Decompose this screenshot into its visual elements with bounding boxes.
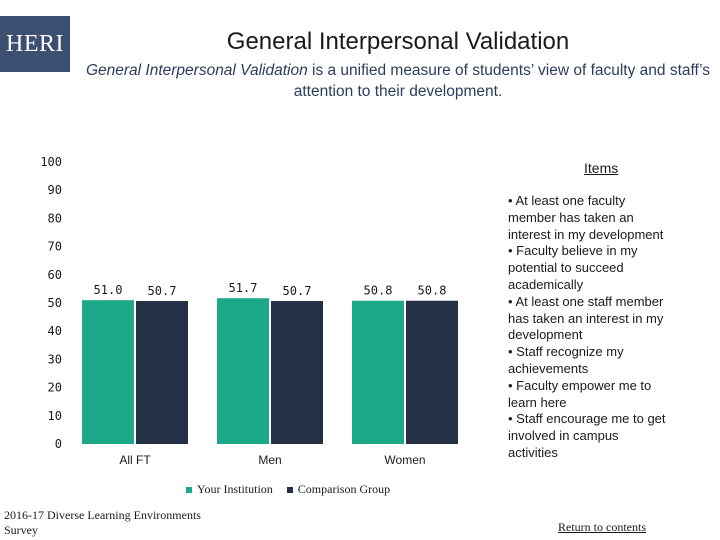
bar-value-label: 50.8 (418, 284, 447, 298)
item-line: interest in my development (508, 226, 664, 242)
page-subtitle: General Interpersonal Validation is a un… (80, 60, 716, 102)
bar-chart: 0 10 20 30 40 50 60 70 80 90 100 51.0 50.7 All FT 51.7… (40, 155, 458, 467)
category-label: Men (258, 453, 281, 467)
items-list: • At least one faculty member has taken a… (508, 193, 703, 462)
bar-value-label: 50.7 (148, 284, 177, 298)
bar-your-institution (217, 298, 269, 444)
y-tick-label: 60 (48, 268, 62, 282)
bar-your-institution (82, 300, 134, 444)
item-line: • Staff recognize my (508, 344, 624, 360)
bar-comparison-group (136, 301, 188, 444)
bar-value-label: 50.7 (283, 284, 312, 298)
bar-comparison-group (271, 301, 323, 444)
source-line-2: Survey (4, 523, 38, 537)
legend-label-comparison-group: Comparison Group (297, 482, 391, 496)
bar-your-institution (352, 300, 404, 444)
subtitle-emphasis: General Interpersonal Validation (85, 62, 308, 79)
item-line: has taken an interest in my (508, 310, 664, 326)
bar-comparison-group (406, 300, 458, 444)
item-line: • Faculty empower me to (508, 377, 652, 393)
subtitle-text: is a unified measure of students’ view o… (293, 62, 711, 100)
source-line-1: 2016-17 Diverse Learning Environments (4, 508, 201, 522)
category-label: Women (384, 453, 425, 467)
item-line: member has taken an (508, 209, 634, 225)
item-line: involved in campus (508, 428, 619, 444)
source-note: 2016-17 Diverse Learning Environments Su… (4, 508, 219, 538)
y-tick-label: 0 (55, 437, 62, 451)
category-label: All FT (119, 453, 151, 467)
item-line: • At least one faculty (508, 193, 626, 208)
return-to-contents-link[interactable]: Return to contents (558, 520, 646, 534)
page-title: General Interpersonal Validation (226, 28, 570, 55)
legend-swatch-your-institution (186, 486, 192, 493)
y-tick-label: 10 (48, 409, 62, 423)
item-line: development (508, 327, 583, 343)
legend-swatch-comparison-group (286, 486, 293, 493)
bar-value-label: 50.8 (364, 284, 393, 298)
y-tick-label: 30 (48, 352, 62, 366)
item-line: • Faculty believe in my (508, 243, 638, 259)
bar-value-label: 51.7 (229, 281, 258, 295)
chart-legend: Your Institution Comparison Group (186, 482, 404, 497)
y-tick-label: 90 (48, 183, 62, 197)
y-tick-label: 20 (48, 381, 62, 395)
legend-comparison-group: Comparison Group (286, 482, 391, 497)
y-tick-label: 50 (48, 296, 62, 310)
y-tick-label: 100 (40, 155, 62, 169)
heri-logo: HERI (0, 16, 70, 72)
items-heading: Items (584, 160, 619, 176)
item-line: potential to succeed (508, 260, 624, 276)
item-line: learn here (508, 394, 567, 410)
y-tick-label: 40 (48, 324, 62, 338)
legend-your-institution: Your Institution (186, 482, 273, 497)
item-line: achievements (508, 360, 589, 376)
item-line: academically (508, 276, 584, 292)
item-line: • Staff encourage me to get (508, 411, 666, 427)
y-tick-label: 70 (48, 240, 62, 254)
y-tick-label: 80 (48, 211, 62, 225)
bar-value-label: 51.0 (94, 283, 123, 297)
legend-label-your-institution: Your Institution (197, 482, 273, 496)
item-line: • At least one staff member (508, 293, 664, 309)
item-line: activities (508, 444, 558, 460)
